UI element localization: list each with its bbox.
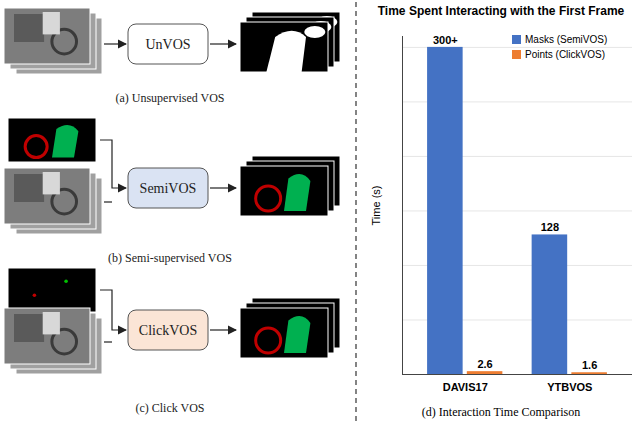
svg-text:UnVOS: UnVOS — [145, 37, 190, 52]
svg-text:300+: 300+ — [433, 34, 458, 46]
svg-text:ClickVOS: ClickVOS — [139, 323, 197, 338]
svg-text:Time (s): Time (s) — [370, 186, 382, 226]
html-text:Points (ClickVOS): Points (ClickVOS) — [525, 49, 605, 60]
html-text:Time Spent Interacting with th: Time Spent Interacting with the First Fr… — [377, 4, 625, 18]
html-text:(d) Interaction Time Compariso: (d) Interaction Time Comparison — [421, 405, 581, 419]
svg-text:128: 128 — [541, 221, 559, 233]
svg-text:2.6: 2.6 — [477, 358, 492, 370]
html-text:Masks (SemiVOS): Masks (SemiVOS) — [525, 34, 608, 45]
svg-text:(b) Semi-supervised VOS: (b) Semi-supervised VOS — [108, 251, 232, 265]
svg-text:DAVIS17: DAVIS17 — [443, 381, 488, 393]
svg-text:YTBVOS: YTBVOS — [547, 381, 592, 393]
svg-text:1.6: 1.6 — [582, 359, 597, 371]
svg-text:(c) Click VOS: (c) Click VOS — [135, 401, 204, 415]
svg-text:(a) Unsupervised VOS: (a) Unsupervised VOS — [115, 91, 224, 105]
svg-text:SemiVOS: SemiVOS — [140, 181, 197, 196]
